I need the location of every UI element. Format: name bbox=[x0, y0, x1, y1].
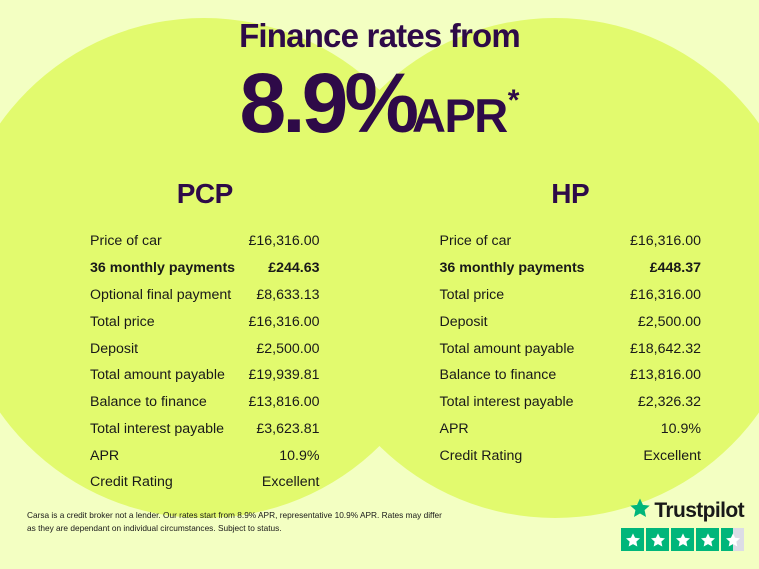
plan-card-hp: HP Price of car £16,316.00 36 monthly paym… bbox=[380, 178, 759, 496]
row-label: APR bbox=[90, 447, 120, 464]
trustpilot-star-rating bbox=[621, 528, 744, 551]
row-label: Total interest payable bbox=[439, 394, 574, 411]
row-value: Excellent bbox=[261, 474, 320, 491]
row-value: £13,816.00 bbox=[248, 394, 320, 411]
plan-card-pcp: PCP Price of car £16,316.00 36 monthly pay… bbox=[0, 178, 380, 496]
header: Finance rates from 8.9% APR * bbox=[0, 0, 759, 145]
table-row: Optional final payment £8,633.13 bbox=[90, 282, 320, 309]
headline-eyebrow: Finance rates from bbox=[239, 17, 521, 54]
headline-apr-label: APR bbox=[412, 89, 508, 142]
row-value: £13,816.00 bbox=[629, 367, 701, 384]
row-label: Total interest payable bbox=[90, 420, 225, 437]
table-row: Total amount payable £19,939.81 bbox=[90, 362, 320, 389]
row-label: Total price bbox=[90, 313, 155, 330]
row-label: APR bbox=[439, 420, 469, 437]
table-row: APR 10.9% bbox=[90, 442, 320, 469]
table-row: Deposit £2,500.00 bbox=[440, 308, 702, 335]
headline-asterisk: * bbox=[507, 84, 520, 117]
trustpilot-name: Trustpilot bbox=[654, 498, 744, 522]
finance-tables: PCP Price of car £16,316.00 36 monthly pay… bbox=[0, 178, 759, 496]
table-row: Balance to finance £13,816.00 bbox=[440, 362, 702, 389]
row-label: Total price bbox=[439, 286, 505, 303]
row-label: Balance to finance bbox=[439, 367, 557, 384]
table-row: Total amount payable £18,642.32 bbox=[440, 335, 702, 362]
table-row: Credit Rating Excellent bbox=[440, 442, 702, 469]
row-value: £18,642.32 bbox=[629, 340, 701, 357]
table-row: Total interest payable £3,623.81 bbox=[90, 415, 320, 442]
row-label: Total amount payable bbox=[439, 340, 575, 357]
plan-title-pcp: PCP bbox=[176, 178, 234, 209]
trustpilot-star-filled bbox=[646, 528, 669, 551]
plan-title-hp: HP bbox=[551, 178, 590, 209]
trustpilot-star-filled bbox=[696, 528, 719, 551]
row-value: £8,633.13 bbox=[256, 286, 320, 303]
row-value: 10.9% bbox=[660, 420, 701, 437]
table-row: Price of car £16,316.00 bbox=[440, 228, 702, 255]
row-value: £2,326.32 bbox=[637, 394, 701, 411]
row-value: £448.37 bbox=[649, 260, 701, 277]
headline-rate-group: 8.9% APR * bbox=[0, 61, 759, 145]
plan-rows-pcp: Price of car £16,316.00 36 monthly payment… bbox=[90, 228, 320, 496]
headline-rate-value: 8.9% bbox=[239, 56, 419, 150]
table-row: Deposit £2,500.00 bbox=[90, 335, 320, 362]
row-value: £16,316.00 bbox=[629, 233, 701, 250]
row-value: £2,500.00 bbox=[637, 313, 701, 330]
row-label: Optional final payment bbox=[90, 286, 232, 303]
row-value: £19,939.81 bbox=[248, 367, 320, 384]
trustpilot-badge[interactable]: Trustpilot bbox=[621, 497, 745, 551]
plan-rows-hp: Price of car £16,316.00 36 monthly payment… bbox=[440, 228, 702, 469]
row-value: £2,500.00 bbox=[256, 340, 320, 357]
trustpilot-star-half bbox=[721, 528, 744, 551]
table-row: Total price £16,316.00 bbox=[90, 308, 320, 335]
table-row: APR 10.9% bbox=[440, 415, 702, 442]
trustpilot-wordmark: Trustpilot bbox=[621, 497, 745, 524]
trustpilot-star-filled bbox=[621, 528, 644, 551]
row-label: 36 monthly payments bbox=[90, 260, 236, 277]
row-label: Credit Rating bbox=[90, 474, 173, 491]
table-row: Balance to finance £13,816.00 bbox=[90, 389, 320, 416]
row-value: 10.9% bbox=[279, 447, 320, 464]
row-value: £244.63 bbox=[268, 260, 320, 277]
trustpilot-star-icon bbox=[629, 497, 651, 524]
background-circle-right bbox=[305, 18, 759, 518]
row-value: £16,316.00 bbox=[248, 313, 320, 330]
row-value: £16,316.00 bbox=[629, 286, 701, 303]
table-row: 36 monthly payments £244.63 bbox=[90, 255, 320, 282]
row-value: £3,623.81 bbox=[256, 420, 320, 437]
row-label: Credit Rating bbox=[439, 447, 523, 464]
table-row: Total interest payable £2,326.32 bbox=[440, 389, 702, 416]
row-label: 36 monthly payments bbox=[439, 260, 585, 277]
row-value: £16,316.00 bbox=[248, 233, 320, 250]
table-row: Price of car £16,316.00 bbox=[90, 228, 320, 255]
footer: Carsa is a credit broker not a lender. O… bbox=[0, 497, 759, 569]
table-row: 36 monthly payments £448.37 bbox=[440, 255, 702, 282]
table-row: Credit Rating Excellent bbox=[90, 469, 320, 496]
row-label: Total amount payable bbox=[90, 367, 225, 384]
disclaimer-text: Carsa is a credit broker not a lender. O… bbox=[27, 510, 442, 534]
row-label: Deposit bbox=[90, 340, 139, 357]
trustpilot-star-filled bbox=[671, 528, 694, 551]
row-value: Excellent bbox=[643, 447, 701, 464]
row-label: Balance to finance bbox=[90, 394, 207, 411]
row-label: Deposit bbox=[439, 313, 488, 330]
row-label: Price of car bbox=[439, 233, 512, 250]
table-row: Total price £16,316.00 bbox=[440, 282, 702, 309]
row-label: Price of car bbox=[90, 233, 162, 250]
